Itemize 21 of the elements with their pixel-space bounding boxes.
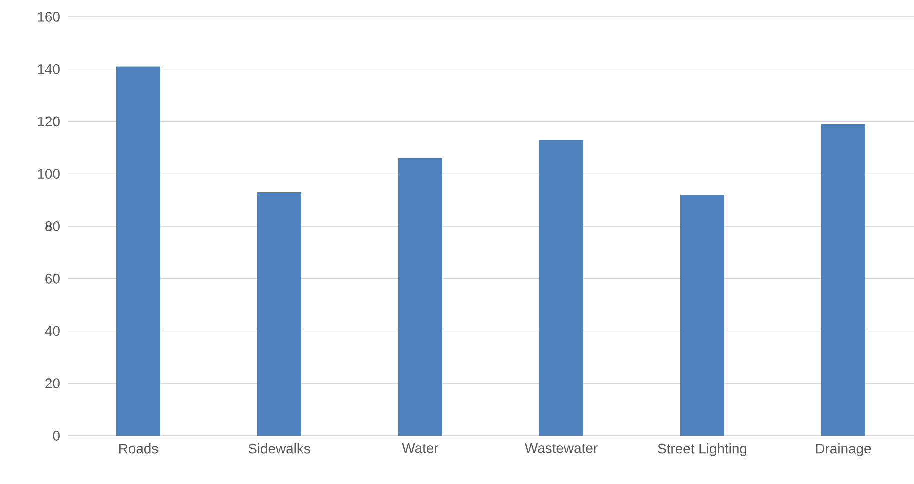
y-tick-label: 80 bbox=[46, 222, 60, 232]
y-tick-label: 0 bbox=[53, 431, 60, 441]
x-tick-label: Wastewater bbox=[525, 444, 598, 454]
bar bbox=[116, 66, 160, 436]
y-tick-label: 120 bbox=[38, 116, 60, 127]
y-tick-label: 20 bbox=[46, 378, 60, 389]
x-tick-label: Drainage bbox=[816, 444, 872, 457]
x-tick-label: Roads bbox=[119, 444, 158, 454]
y-tick-label: 40 bbox=[45, 326, 60, 336]
bar bbox=[822, 124, 866, 436]
x-tick-label: Sidewalks bbox=[248, 444, 310, 454]
y-tick-label: 100 bbox=[38, 169, 60, 180]
bar bbox=[540, 140, 584, 436]
y-tick-label: 60 bbox=[46, 274, 60, 284]
y-tick-label: 160 bbox=[38, 12, 60, 22]
bar bbox=[680, 195, 725, 436]
bar bbox=[398, 158, 443, 436]
x-tick-label: Street Lighting bbox=[658, 444, 747, 457]
x-tick-label: Water bbox=[402, 444, 439, 454]
y-tick-label: 140 bbox=[38, 64, 60, 74]
bar bbox=[258, 192, 302, 436]
